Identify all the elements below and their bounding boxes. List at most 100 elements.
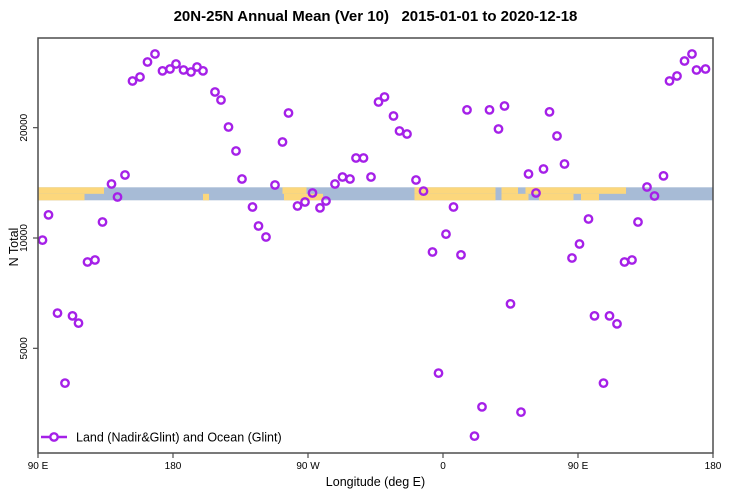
data-point — [315, 202, 325, 213]
data-point — [337, 172, 348, 182]
data-point — [277, 137, 288, 147]
data-point — [216, 95, 226, 105]
land-segment — [203, 193, 209, 201]
data-point — [552, 131, 562, 141]
land-segment — [501, 187, 518, 194]
y-axis-label: N Total — [7, 227, 21, 267]
y-tick-label: 5000 — [19, 337, 30, 360]
data-point — [82, 257, 93, 267]
data-point — [150, 49, 160, 59]
data-point — [253, 221, 264, 231]
data-point — [411, 175, 421, 185]
data-point — [649, 191, 660, 201]
data-point — [307, 188, 318, 198]
data-point — [261, 232, 271, 242]
data-point — [672, 71, 682, 81]
data-point — [157, 66, 168, 76]
data-point — [210, 87, 220, 97]
data-point — [165, 64, 175, 74]
data-point — [402, 129, 412, 139]
data-points — [37, 49, 711, 441]
data-point — [679, 56, 690, 66]
data-point — [538, 164, 549, 174]
data-point — [589, 310, 600, 321]
data-point — [559, 159, 570, 169]
land-segment — [414, 187, 496, 194]
data-point — [300, 197, 310, 207]
land-segment — [38, 187, 104, 194]
data-point — [583, 214, 594, 224]
data-point — [231, 146, 241, 156]
data-point — [52, 308, 63, 318]
data-point — [516, 407, 526, 417]
data-point — [462, 105, 472, 115]
x-tick-label: 90 E — [568, 461, 589, 472]
chart-title: 20N-25N Annual Mean (Ver 10) 2015-01-01 … — [173, 8, 578, 25]
data-point — [499, 101, 510, 111]
land-segment — [284, 193, 323, 201]
y-tick-label: 20000 — [19, 113, 30, 141]
data-point — [135, 72, 145, 82]
data-point — [456, 249, 466, 260]
data-point — [604, 310, 615, 321]
data-point — [223, 122, 234, 132]
data-point — [642, 182, 652, 192]
data-point — [67, 310, 78, 321]
data-point — [567, 253, 577, 263]
data-point — [441, 229, 451, 240]
data-point — [178, 65, 189, 75]
x-tick-label: 180 — [165, 461, 182, 472]
data-point — [505, 298, 516, 309]
data-point — [366, 172, 376, 182]
data-point — [388, 111, 399, 121]
data-point — [292, 201, 303, 211]
data-point — [120, 170, 130, 180]
data-point — [358, 153, 369, 163]
data-point — [351, 153, 361, 163]
data-point — [700, 64, 711, 74]
data-point — [73, 318, 84, 328]
data-point — [612, 318, 622, 329]
x-tick-label: 180 — [705, 461, 722, 472]
data-point — [633, 217, 643, 227]
land-segment — [38, 193, 85, 201]
data-point — [484, 105, 495, 115]
data-point — [60, 378, 70, 388]
data-point — [448, 202, 459, 212]
data-point — [198, 66, 208, 76]
data-point — [43, 209, 54, 220]
data-point — [493, 124, 504, 134]
x-tick-label: 90 W — [296, 461, 320, 472]
land-segment — [501, 193, 529, 201]
data-point — [247, 202, 258, 212]
data-point — [544, 107, 555, 117]
data-point — [418, 186, 429, 197]
land-ocean-map-band — [38, 187, 713, 201]
land-segment — [539, 193, 574, 201]
land-segment — [525, 187, 626, 194]
data-point — [469, 431, 480, 441]
data-point — [427, 247, 438, 257]
data-point — [283, 108, 294, 118]
data-point — [619, 257, 630, 267]
data-point — [171, 59, 181, 69]
data-point — [433, 368, 444, 378]
x-axis-label: Longitude (deg E) — [325, 475, 426, 489]
data-point — [127, 76, 138, 86]
land-segment — [282, 187, 307, 194]
x-tick-label: 0 — [440, 461, 446, 472]
data-point — [112, 192, 123, 202]
land-segment — [581, 193, 599, 201]
data-point — [658, 170, 669, 181]
land-segment — [414, 193, 496, 201]
data-point — [90, 255, 100, 265]
legend-marker-icon — [49, 432, 59, 442]
data-point — [373, 97, 384, 107]
data-point — [379, 92, 390, 102]
data-point — [687, 49, 697, 59]
data-point — [270, 180, 280, 190]
data-point — [691, 65, 702, 75]
data-point — [37, 235, 48, 246]
